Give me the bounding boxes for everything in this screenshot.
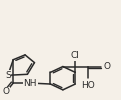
Text: Cl: Cl [71, 51, 80, 60]
Text: S: S [5, 71, 11, 80]
Text: O: O [3, 87, 10, 96]
Text: HO: HO [81, 82, 95, 90]
Text: O: O [104, 62, 111, 71]
Text: NH: NH [24, 79, 37, 88]
